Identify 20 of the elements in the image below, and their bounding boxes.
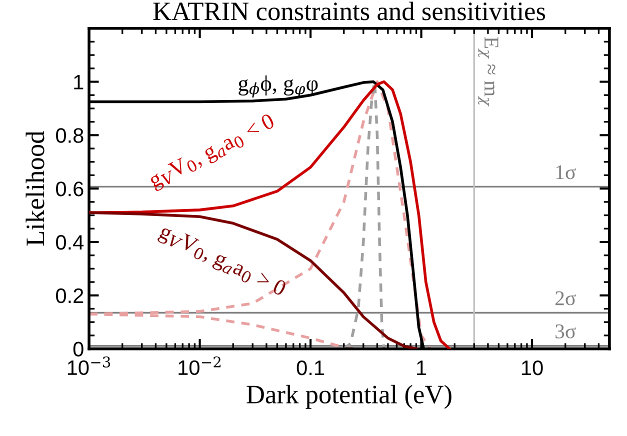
text: g$_{V}$V$_{0}$, g$_{a}$a$_{0}$ > 0 [156, 226, 288, 296]
x-tick-label: 10 [522, 360, 543, 376]
y-tick-label: 0.6 [56, 182, 84, 196]
y-tick-label: 0.2 [56, 288, 84, 304]
x-axis-title: Dark potential (eV) [246, 384, 452, 409]
chart-title: KATRIN constraints and sensitivities [153, 2, 546, 20]
y-axis-title: Likelihood [26, 130, 44, 246]
text: g$_{V}$V$_{0}$, g$_{a}$a$_{0}$ < 0 [149, 112, 276, 192]
ref-line-label: 2σ [555, 291, 576, 306]
ref-line-label: 3σ [556, 324, 576, 338]
x-tick-label: 1 [417, 360, 426, 376]
ref-line-label: E$_{χ}$ ≈ m$_{χ}$ [478, 36, 498, 106]
y-tick-label: 0 [73, 342, 84, 357]
y-tick-label: 1 [74, 74, 84, 90]
x-tick-label: 0.1 [296, 360, 324, 376]
y-tick-label: 0.4 [56, 234, 84, 250]
y-tick-label: 0.8 [56, 128, 84, 143]
ref-line-label: 1σ [556, 165, 576, 180]
x-tick-label: 10$^{−3}$ [68, 356, 110, 376]
x-tick-label: 10$^{−2}$ [178, 356, 221, 376]
